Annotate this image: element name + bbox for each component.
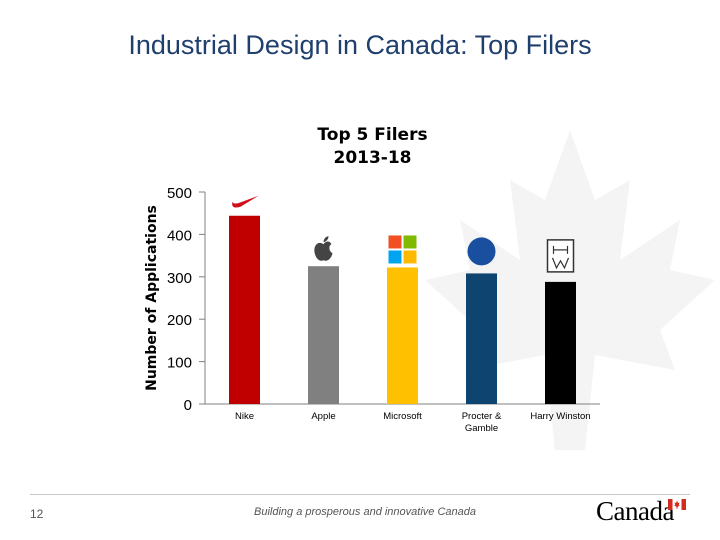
y-tick-label: 300 [167, 270, 192, 287]
x-category-label: Harry Winston [530, 411, 590, 422]
footer-tagline: Building a prosperous and innovative Can… [254, 506, 476, 518]
y-tick-label: 200 [167, 312, 192, 329]
y-tick-label: 0 [184, 397, 192, 414]
microsoft-square-green [403, 235, 417, 249]
canada-flag-icon [668, 499, 686, 510]
microsoft-square-red [388, 235, 402, 249]
footer-divider [30, 494, 690, 495]
bar [387, 267, 418, 404]
nike-swoosh-icon [232, 195, 259, 208]
y-tick-label: 400 [167, 227, 192, 244]
x-category-label: Microsoft [383, 411, 422, 422]
chart-title-line-1: Top 5 Filers [317, 125, 428, 145]
canada-wordmark: Canada [596, 496, 674, 526]
y-axis-title: Number of Applications [144, 205, 160, 391]
apple-logo-icon [314, 241, 333, 261]
harry-winston-w [551, 257, 570, 270]
bar-layer [229, 215, 576, 404]
x-category-label: Apple [311, 411, 335, 422]
logo-layer [232, 195, 575, 273]
y-tick-label: 500 [167, 185, 192, 202]
y-tick-label: 100 [167, 355, 192, 372]
bar [308, 266, 339, 404]
chart-title: Top 5 Filers 2013-18 [250, 124, 495, 170]
microsoft-square-yellow [403, 250, 417, 264]
bar [229, 215, 260, 404]
page-number: 12 [30, 507, 44, 521]
bar [545, 281, 576, 404]
x-category-label: Gamble [465, 423, 498, 434]
apple-leaf-icon [323, 236, 329, 243]
pg-logo-icon [467, 237, 496, 266]
chart-title-line-2: 2013-18 [333, 148, 412, 168]
bar [466, 273, 497, 404]
slide-title: Industrial Design in Canada: Top Filers [128, 30, 592, 60]
x-category-label: Nike [235, 411, 254, 422]
microsoft-square-blue [388, 250, 402, 264]
x-category-label: Procter & [462, 411, 502, 422]
harry-winston-logo-icon [546, 239, 575, 273]
label-layer: Number of Applications Nike Apple Microsoft… [144, 205, 591, 434]
